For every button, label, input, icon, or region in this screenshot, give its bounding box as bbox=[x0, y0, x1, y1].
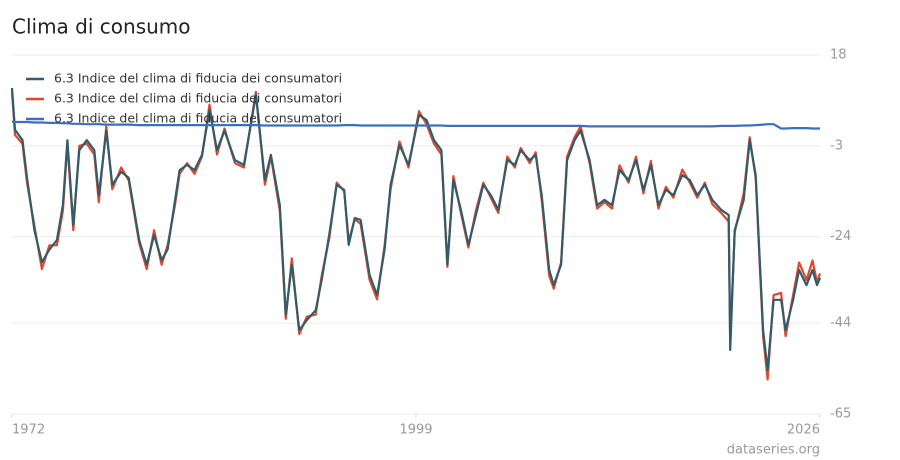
y-tick-label: -44 bbox=[830, 316, 851, 331]
x-tick-label: 1999 bbox=[399, 423, 432, 438]
y-tick-label: -3 bbox=[830, 138, 843, 153]
x-tick-label: 1972 bbox=[12, 423, 45, 438]
x-tick-label: 2026 bbox=[787, 423, 820, 438]
series-line bbox=[11, 120, 820, 130]
legend-label: 6.3 Indice del clima di fiducia dei cons… bbox=[54, 91, 342, 106]
y-tick-label: -24 bbox=[830, 229, 851, 244]
series-line bbox=[10, 87, 822, 371]
legend-label: 6.3 Indice del clima di fiducia dei cons… bbox=[54, 111, 342, 126]
series-line bbox=[10, 90, 822, 381]
y-tick-label: 18 bbox=[830, 48, 847, 63]
chart-title: Clima di consumo bbox=[12, 15, 191, 39]
y-tick-label: -65 bbox=[830, 407, 851, 422]
legend-label: 6.3 Indice del clima di fiducia dei cons… bbox=[54, 71, 342, 86]
source: dataseries.org bbox=[727, 443, 820, 458]
